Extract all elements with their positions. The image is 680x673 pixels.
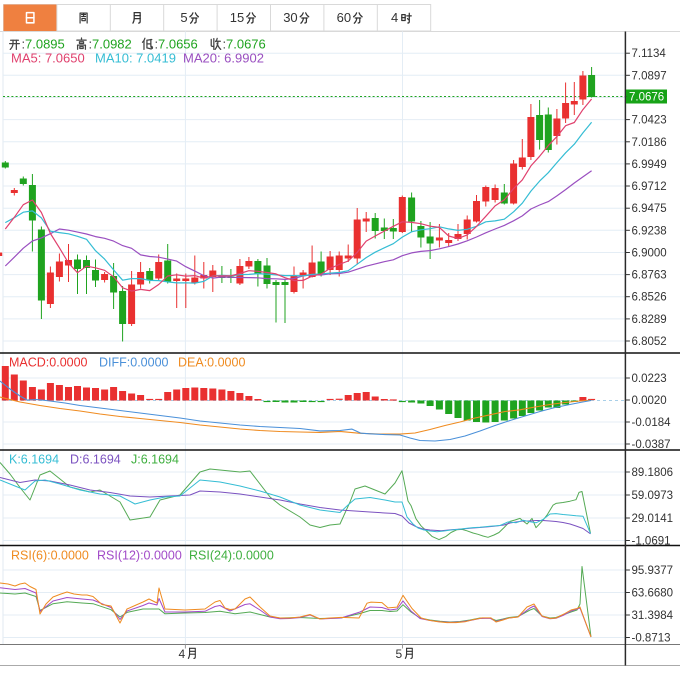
- svg-text:0.0020: 0.0020: [632, 395, 667, 407]
- svg-text:15: 15: [230, 10, 244, 25]
- svg-text:DEA:0.0000: DEA:0.0000: [178, 356, 245, 370]
- svg-text:6.8289: 6.8289: [632, 314, 667, 326]
- svg-text:7.0676: 7.0676: [226, 37, 266, 52]
- svg-text:30: 30: [283, 10, 297, 25]
- svg-text:6.9238: 6.9238: [632, 225, 667, 237]
- svg-text:6.8526: 6.8526: [632, 292, 667, 304]
- svg-text:J:6.1694: J:6.1694: [131, 453, 179, 467]
- svg-text:7.0982: 7.0982: [92, 37, 132, 52]
- svg-text:5: 5: [396, 647, 403, 661]
- svg-text:7.0656: 7.0656: [158, 37, 198, 52]
- svg-text::: :: [89, 37, 93, 52]
- svg-text:6.8763: 6.8763: [632, 270, 667, 282]
- svg-text:MA10: 7.0419: MA10: 7.0419: [95, 51, 176, 66]
- svg-text::: :: [223, 37, 227, 52]
- svg-text::: :: [22, 37, 26, 52]
- svg-text:-0.0184: -0.0184: [632, 417, 672, 429]
- svg-text:-0.8713: -0.8713: [632, 633, 671, 645]
- svg-text:7.0897: 7.0897: [632, 70, 667, 82]
- svg-text:7.0895: 7.0895: [25, 37, 65, 52]
- svg-text:7.0423: 7.0423: [632, 115, 667, 127]
- svg-text:6.8052: 6.8052: [632, 336, 667, 348]
- svg-text:4: 4: [391, 10, 398, 25]
- svg-text:MA5: 7.0650: MA5: 7.0650: [11, 51, 85, 66]
- svg-text:0.0223: 0.0223: [632, 373, 667, 385]
- svg-text:MA20: 6.9902: MA20: 6.9902: [183, 51, 264, 66]
- svg-text:4: 4: [179, 647, 186, 661]
- svg-text:-0.0387: -0.0387: [632, 439, 671, 451]
- svg-text:RSI(12):0.0000: RSI(12):0.0000: [97, 549, 182, 563]
- svg-text:31.3984: 31.3984: [632, 610, 674, 622]
- svg-text:K:6.1694: K:6.1694: [9, 453, 59, 467]
- svg-text:7.0676: 7.0676: [629, 92, 664, 104]
- svg-text:6.9949: 6.9949: [632, 159, 667, 171]
- svg-text:60: 60: [337, 10, 351, 25]
- svg-text:89.1806: 89.1806: [632, 467, 674, 479]
- svg-text:6.9712: 6.9712: [632, 181, 667, 193]
- svg-text:95.9377: 95.9377: [632, 565, 674, 577]
- svg-text:D:6.1694: D:6.1694: [70, 453, 121, 467]
- svg-text:MACD:0.0000: MACD:0.0000: [9, 356, 88, 370]
- svg-text:RSI(6):0.0000: RSI(6):0.0000: [11, 549, 89, 563]
- svg-text:DIFF:0.0000: DIFF:0.0000: [99, 356, 169, 370]
- svg-text::: :: [155, 37, 159, 52]
- svg-text:-1.0691: -1.0691: [632, 536, 671, 548]
- svg-text:6.9000: 6.9000: [632, 248, 667, 260]
- svg-text:7.1134: 7.1134: [632, 48, 667, 60]
- svg-text:RSI(24):0.0000: RSI(24):0.0000: [189, 549, 274, 563]
- svg-text:29.0141: 29.0141: [632, 513, 674, 525]
- svg-text:59.0973: 59.0973: [632, 490, 674, 502]
- svg-text:5: 5: [180, 10, 187, 25]
- svg-text:63.6680: 63.6680: [632, 588, 674, 600]
- svg-text:6.9475: 6.9475: [632, 203, 667, 215]
- svg-text:7.0186: 7.0186: [632, 137, 667, 149]
